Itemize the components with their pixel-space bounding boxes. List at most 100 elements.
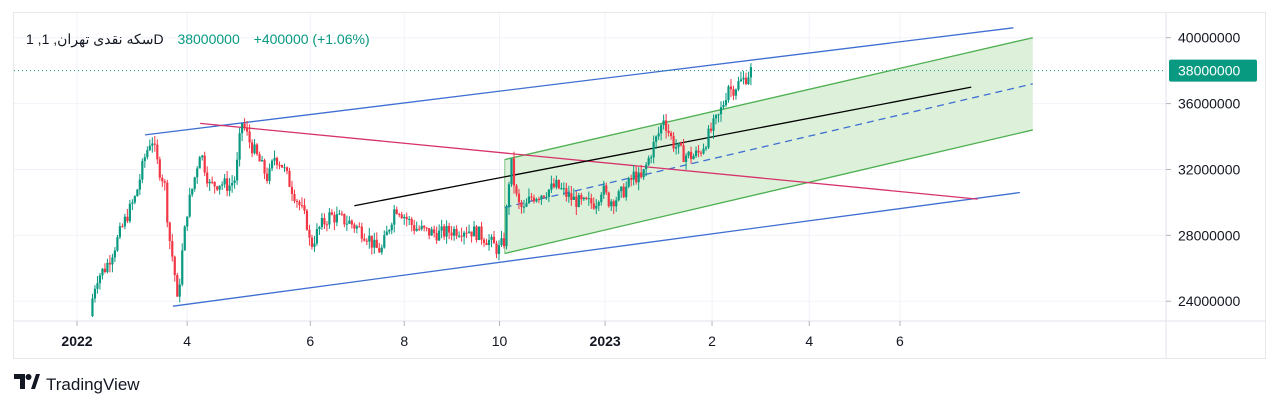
candle-body [153, 143, 156, 145]
candle-body [684, 155, 688, 162]
candle-body [325, 224, 329, 226]
candle-body [485, 242, 488, 246]
candle-body [438, 230, 441, 241]
candle-body [196, 168, 199, 178]
candle-body [181, 250, 184, 285]
candle-body [101, 268, 104, 276]
candle-body [570, 193, 573, 200]
candle-body [123, 216, 126, 227]
candle-body [111, 257, 114, 265]
candle-body [360, 226, 363, 239]
candle-body [475, 226, 478, 241]
candle-body [278, 164, 281, 166]
candle-body [340, 213, 343, 215]
regression-channel-upper [504, 37, 1033, 161]
candle-body [440, 226, 443, 231]
candle-body [637, 172, 640, 183]
y-tick-label: 36000000 [1178, 96, 1241, 112]
candle-body [103, 268, 107, 273]
candle-body [173, 256, 176, 276]
candle-body [163, 181, 166, 183]
candle-body [133, 196, 136, 203]
candle-body [143, 157, 146, 161]
candle-body [138, 179, 141, 190]
candle-body [462, 232, 466, 237]
candle-body [525, 203, 528, 207]
candle-body [156, 144, 159, 160]
candle-body [250, 142, 254, 154]
candle-body [368, 235, 371, 242]
candle-body [717, 114, 720, 116]
candle-body [136, 189, 139, 197]
candle-body [704, 147, 708, 149]
candle-body [495, 243, 498, 254]
candle-body [455, 228, 458, 236]
candle-body [131, 202, 134, 204]
candle-body [270, 160, 274, 169]
candle-body [151, 143, 154, 146]
candle-body [295, 200, 299, 202]
candle-body [415, 228, 418, 231]
y-tick-label: 40000000 [1178, 30, 1241, 46]
candle-body [635, 171, 638, 183]
candle-body [742, 77, 745, 80]
candle-body [592, 203, 595, 209]
candle-body [178, 284, 181, 297]
candle-body [330, 212, 333, 215]
candle-body [378, 247, 381, 253]
candle-body [365, 240, 368, 242]
candle-body [435, 233, 438, 241]
candle-body [515, 185, 518, 194]
candle-body [749, 67, 753, 78]
candle-body [418, 228, 421, 230]
candle-body [433, 229, 436, 234]
candle-body [655, 136, 658, 142]
candle-body [577, 195, 580, 207]
candle-body [630, 178, 633, 180]
candle-body [293, 193, 296, 201]
candle-body [567, 193, 570, 197]
candle-body [627, 178, 630, 187]
candle-body [500, 238, 503, 246]
candle-body [729, 86, 733, 90]
y-tick-label: 24000000 [1178, 293, 1241, 309]
ascending-trendline [354, 86, 972, 207]
candle-body [333, 214, 336, 223]
candle-body [355, 226, 358, 229]
candle-body [480, 226, 483, 240]
candle-body [208, 181, 211, 184]
candle-body [565, 188, 568, 197]
candle-body [303, 205, 306, 211]
candle-body [709, 128, 713, 131]
candle-body [532, 197, 536, 202]
candle-body [632, 171, 635, 180]
candle-body [318, 227, 321, 230]
candle-body [113, 250, 117, 258]
candle-body [161, 177, 164, 182]
candle-body [96, 283, 99, 289]
candle-body [258, 154, 261, 162]
candle-body [647, 157, 650, 165]
candle-body [380, 247, 383, 253]
candle-body [610, 201, 613, 207]
candle-body [348, 220, 351, 224]
candle-body [425, 227, 428, 229]
candle-body [288, 170, 291, 187]
candle-body [328, 212, 331, 225]
candle-body [600, 194, 603, 203]
candle-body [492, 236, 496, 244]
candle-body [320, 217, 324, 228]
candle-body [520, 202, 523, 208]
chart-legend: 1 ,سکه نقدی تهران, 1D 38000000 +400000 (… [26, 31, 370, 48]
candle-body [512, 158, 516, 186]
candle-body [652, 141, 655, 158]
tradingview-brand[interactable]: TradingView [14, 374, 140, 395]
candle-body [612, 201, 615, 207]
candle-body [290, 186, 294, 194]
x-tick-label: 10 [492, 333, 508, 349]
candle-body [268, 168, 271, 182]
candle-body [482, 239, 486, 243]
candle-body [585, 197, 588, 200]
candle-body [699, 152, 703, 154]
